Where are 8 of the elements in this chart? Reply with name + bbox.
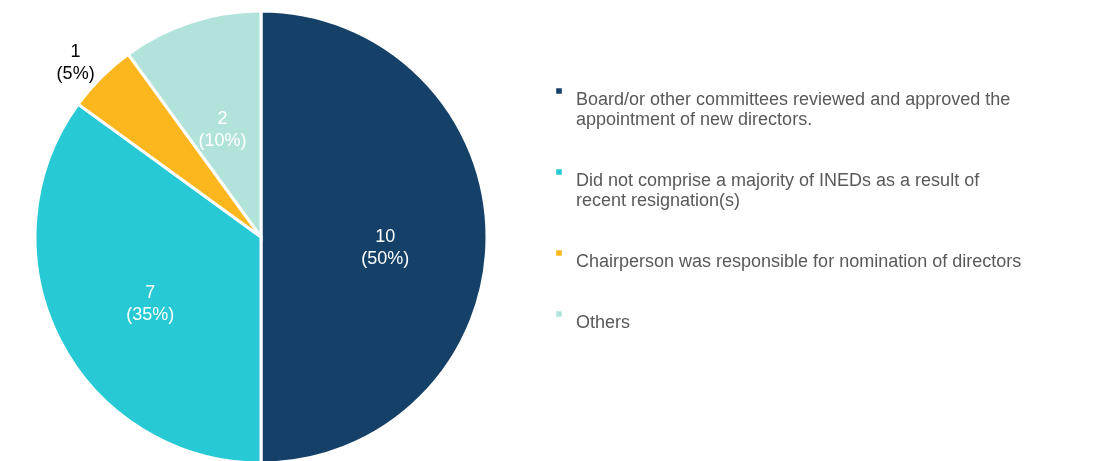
legend-label: Others	[576, 312, 631, 332]
legend-label: Board/or other committees reviewed and approved the appointment of new directors.	[576, 89, 1011, 129]
data-label: 1 (5%)	[56, 40, 95, 83]
data-label: 2 (10%)	[198, 107, 247, 150]
data-label: 7 (35%)	[126, 282, 175, 325]
data-label: 10 (50%)	[361, 226, 410, 268]
legend-label: Did not comprise a majority of INEDs as a result of recent resignation(s)	[576, 170, 981, 210]
legend-label: Chairperson was responsible for nomination of directors	[576, 251, 1022, 271]
